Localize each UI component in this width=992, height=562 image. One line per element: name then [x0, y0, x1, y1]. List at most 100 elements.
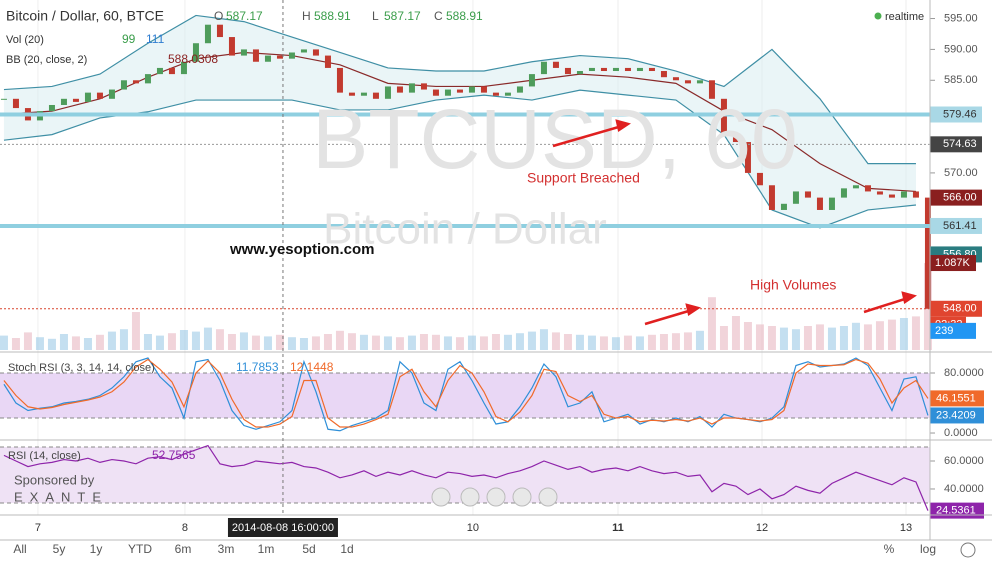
volume-bar	[179, 330, 188, 350]
volume-bar	[107, 331, 116, 350]
candle	[504, 92, 511, 96]
nav-buttons[interactable]	[431, 487, 558, 507]
candle	[564, 67, 571, 75]
volume-bar	[71, 336, 80, 350]
price-tag-label: 566.00	[943, 192, 977, 204]
volume-bar	[611, 337, 620, 350]
candle	[540, 61, 547, 75]
watermark: BTCUSD, 60	[312, 92, 797, 186]
x-tick-label: 10	[467, 522, 479, 534]
candle	[696, 80, 703, 84]
range-button[interactable]: 5y	[53, 542, 66, 556]
watermark: Bitcoin / Dollar	[323, 205, 607, 254]
price-tag	[930, 136, 982, 153]
candle	[156, 67, 163, 75]
option-button[interactable]: log	[920, 542, 936, 556]
candle	[468, 86, 475, 93]
volume-bar	[335, 330, 344, 350]
band	[0, 373, 930, 419]
volume-bar	[47, 338, 56, 350]
candle	[144, 74, 151, 84]
volume-bar	[467, 335, 476, 350]
annotation: www.yesoption.com	[229, 241, 374, 258]
volume-bar	[803, 326, 812, 350]
volume-bar	[347, 333, 356, 350]
candle	[72, 98, 79, 102]
volume-bar	[455, 337, 464, 350]
indicator-line	[3, 357, 929, 432]
range-button[interactable]: 1m	[258, 542, 275, 556]
candle	[624, 67, 631, 72]
range-button[interactable]: 5d	[302, 542, 315, 556]
volume-bar	[167, 333, 176, 350]
candle	[900, 191, 907, 198]
candle	[360, 92, 367, 96]
x-tick-label: 13	[900, 522, 912, 534]
candle	[120, 80, 127, 90]
volume-bar	[323, 334, 332, 350]
y-tick-label: 40.0000	[944, 483, 984, 495]
candle	[528, 74, 535, 87]
candle	[684, 80, 691, 84]
candle	[240, 49, 247, 56]
candle	[0, 98, 7, 100]
range-button[interactable]: All	[13, 542, 26, 556]
y-tick-label: 570.00	[944, 167, 978, 179]
volume-bar	[599, 336, 608, 350]
range-button[interactable]: 6m	[175, 542, 192, 556]
candle	[828, 197, 835, 210]
range-button[interactable]: YTD	[128, 542, 152, 556]
y-tick-label: 80.0000	[944, 367, 984, 379]
volume-value: 99	[122, 32, 136, 46]
volume-bar	[491, 334, 500, 350]
volume-label: Vol (20)	[6, 34, 44, 46]
candle	[456, 89, 463, 93]
candle	[420, 83, 427, 90]
volume-bar	[683, 332, 692, 350]
range-button[interactable]: 1y	[90, 542, 103, 556]
option-button[interactable]: %	[884, 542, 895, 556]
candle	[396, 86, 403, 93]
ohlc-label: C	[434, 9, 443, 23]
candle	[852, 185, 859, 189]
volume-bar	[707, 297, 716, 350]
volume-bar	[431, 334, 440, 350]
candle	[252, 49, 259, 62]
range-button[interactable]: 1d	[340, 542, 353, 556]
volume-bar	[563, 334, 572, 350]
indicator-value: 12.1448	[290, 360, 334, 374]
status-dot	[874, 12, 882, 20]
candle	[228, 37, 235, 56]
value-tag	[930, 390, 984, 407]
candle	[192, 43, 199, 62]
settings-button[interactable]	[960, 542, 976, 558]
value-tag-label: 46.1551	[936, 392, 976, 404]
volume-bar	[515, 333, 524, 350]
volume-bar	[359, 334, 368, 350]
volume-bar	[791, 329, 800, 350]
bb-label: BB (20, close, 2)	[6, 54, 87, 66]
price-tag-label: 579.46	[943, 108, 977, 120]
volume-bar	[0, 335, 8, 350]
candle	[336, 67, 343, 93]
ohlc-value: 588.91	[446, 9, 483, 23]
value-tag-label: 24.5361	[936, 505, 976, 517]
candle	[660, 71, 667, 78]
candle	[552, 61, 559, 68]
range-button[interactable]: 3m	[218, 542, 235, 556]
volume-bar	[299, 338, 308, 350]
candle	[768, 185, 775, 210]
annotation: High Volumes	[750, 277, 836, 293]
candle	[708, 80, 715, 99]
volume-bar	[551, 332, 560, 350]
x-tick-label: 12	[756, 522, 768, 534]
candle	[60, 98, 67, 105]
crosshair-tag	[227, 518, 338, 537]
candle	[744, 142, 751, 173]
indicator-title: RSI (14, close)	[8, 450, 81, 462]
bb-line	[3, 51, 916, 193]
volume-bar	[419, 334, 428, 350]
indicator-value: 52.7565	[152, 448, 196, 462]
candle	[876, 191, 883, 195]
price-tag	[930, 300, 982, 317]
